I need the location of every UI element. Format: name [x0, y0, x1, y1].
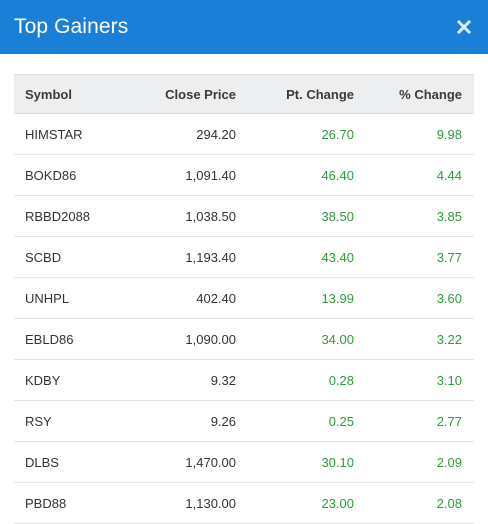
pct-change-cell: 3.60 — [366, 277, 474, 319]
symbol-cell: BOKD86 — [14, 154, 124, 196]
header-pt-change[interactable]: Pt. Change — [248, 74, 366, 114]
header-close-price[interactable]: Close Price — [124, 74, 248, 114]
close-price-cell: 1,470.00 — [124, 441, 248, 483]
table-row[interactable]: UNHPL 402.40 13.99 3.60 — [14, 277, 474, 319]
table-row[interactable]: EBLD86 1,090.00 34.00 3.22 — [14, 318, 474, 360]
close-price-cell: 1,038.50 — [124, 195, 248, 237]
pt-change-cell: 43.40 — [248, 236, 366, 278]
symbol-cell: EBLD86 — [14, 318, 124, 360]
pct-change-cell: 2.08 — [366, 482, 474, 524]
table-header-row: Symbol Close Price Pt. Change % Change — [14, 74, 474, 114]
close-price-cell: 294.20 — [124, 113, 248, 155]
pct-change-cell: 2.77 — [366, 400, 474, 442]
table-row[interactable]: RSY 9.26 0.25 2.77 — [14, 400, 474, 442]
gainers-table: Symbol Close Price Pt. Change % Change H… — [14, 74, 474, 524]
close-price-cell: 9.32 — [124, 359, 248, 401]
modal-title: Top Gainers — [14, 15, 129, 38]
pct-change-cell: 3.22 — [366, 318, 474, 360]
symbol-cell: DLBS — [14, 441, 124, 483]
pt-change-cell: 30.10 — [248, 441, 366, 483]
pt-change-cell: 23.00 — [248, 482, 366, 524]
table-row[interactable]: DLBS 1,470.00 30.10 2.09 — [14, 441, 474, 483]
table-row[interactable]: BOKD86 1,091.40 46.40 4.44 — [14, 154, 474, 196]
pt-change-cell: 46.40 — [248, 154, 366, 196]
pt-change-cell: 34.00 — [248, 318, 366, 360]
header-symbol[interactable]: Symbol — [14, 74, 124, 114]
pct-change-cell: 2.09 — [366, 441, 474, 483]
pct-change-cell: 3.77 — [366, 236, 474, 278]
pct-change-cell: 3.85 — [366, 195, 474, 237]
pt-change-cell: 26.70 — [248, 113, 366, 155]
symbol-cell: KDBY — [14, 359, 124, 401]
table-row[interactable]: SCBD 1,193.40 43.40 3.77 — [14, 236, 474, 278]
symbol-cell: SCBD — [14, 236, 124, 278]
pt-change-cell: 13.99 — [248, 277, 366, 319]
symbol-cell: RBBD2088 — [14, 195, 124, 237]
pt-change-cell: 38.50 — [248, 195, 366, 237]
close-price-cell: 1,091.40 — [124, 154, 248, 196]
modal-header: Top Gainers — [0, 0, 488, 54]
pct-change-cell: 3.10 — [366, 359, 474, 401]
header-pct-change[interactable]: % Change — [366, 74, 474, 114]
symbol-cell: RSY — [14, 400, 124, 442]
close-price-cell: 1,130.00 — [124, 482, 248, 524]
symbol-cell: PBD88 — [14, 482, 124, 524]
table-row[interactable]: HIMSTAR 294.20 26.70 9.98 — [14, 113, 474, 155]
close-price-cell: 402.40 — [124, 277, 248, 319]
pt-change-cell: 0.25 — [248, 400, 366, 442]
table-row[interactable]: RBBD2088 1,038.50 38.50 3.85 — [14, 195, 474, 237]
pct-change-cell: 4.44 — [366, 154, 474, 196]
pct-change-cell: 9.98 — [366, 113, 474, 155]
modal-body: Symbol Close Price Pt. Change % Change H… — [0, 54, 488, 524]
table-row[interactable]: PBD88 1,130.00 23.00 2.08 — [14, 482, 474, 524]
pt-change-cell: 0.28 — [248, 359, 366, 401]
close-price-cell: 1,090.00 — [124, 318, 248, 360]
symbol-cell: HIMSTAR — [14, 113, 124, 155]
symbol-cell: UNHPL — [14, 277, 124, 319]
close-icon[interactable] — [454, 17, 474, 37]
table-row[interactable]: KDBY 9.32 0.28 3.10 — [14, 359, 474, 401]
close-price-cell: 9.26 — [124, 400, 248, 442]
close-price-cell: 1,193.40 — [124, 236, 248, 278]
